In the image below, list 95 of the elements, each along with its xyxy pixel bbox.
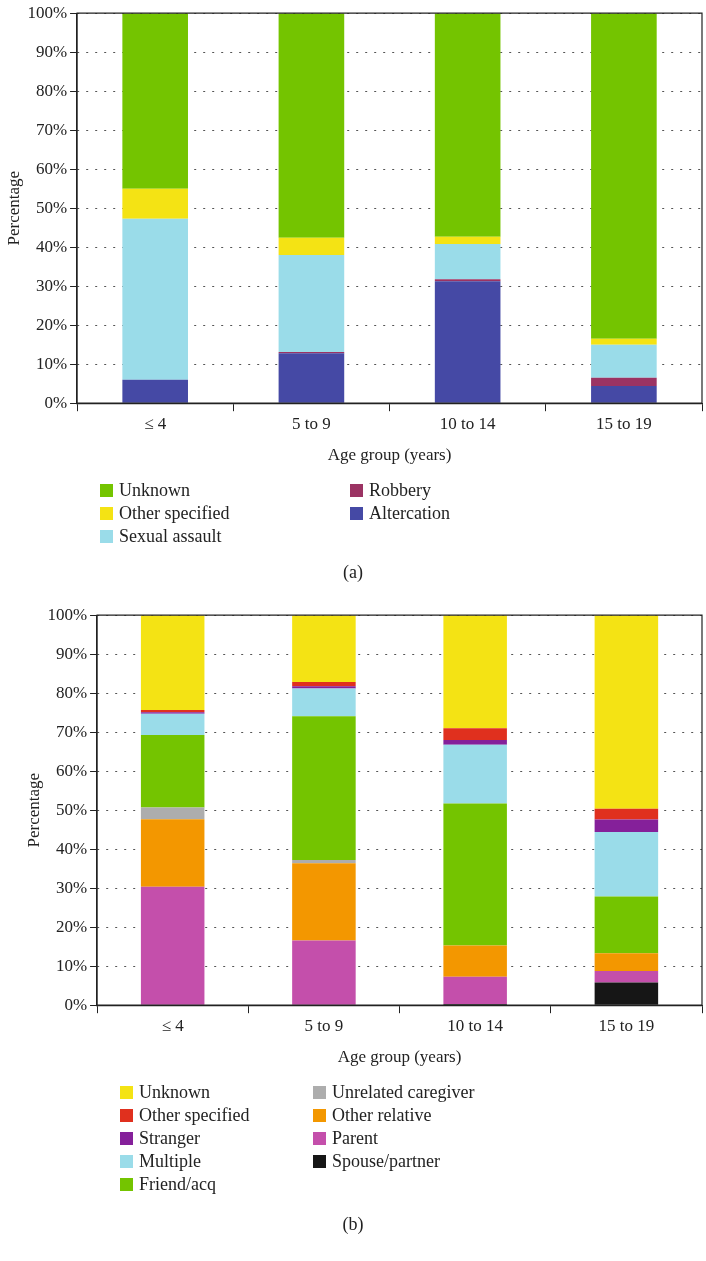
y-tick-label: 10% — [35, 353, 68, 373]
x-axis-title: Age group (years) — [337, 1047, 462, 1067]
bar — [140, 734, 205, 808]
bar — [292, 860, 356, 864]
bar — [591, 13, 657, 339]
bar — [443, 728, 507, 740]
bar — [443, 740, 507, 745]
y-tick-label: 10% — [55, 955, 88, 975]
bar — [278, 353, 345, 403]
y-tick-label: 50% — [55, 799, 88, 819]
bar — [443, 615, 507, 729]
text: (a) — [342, 562, 364, 584]
legend-label: Robbery — [369, 480, 431, 501]
bar — [594, 953, 659, 971]
y-tick-label: 70% — [35, 119, 68, 139]
y-tick-label: 100% — [47, 604, 88, 624]
x-tick-label: ≤ 4 — [144, 413, 167, 433]
y-tick-label: 60% — [35, 158, 68, 178]
legend-label: Other specified — [139, 1105, 250, 1126]
bar — [140, 713, 205, 735]
legend-label: Other relative — [332, 1105, 432, 1126]
text: (b) — [341, 1214, 365, 1236]
bar — [434, 236, 501, 245]
bar — [278, 237, 345, 255]
bar — [591, 344, 657, 378]
bar — [443, 744, 507, 804]
y-tick-label: 80% — [55, 682, 88, 702]
y-tick-label: 30% — [35, 275, 68, 295]
x-tick-label: 5 to 9 — [292, 413, 331, 433]
bar — [591, 386, 657, 403]
bar — [122, 218, 188, 380]
y-axis-title: Percentage — [3, 170, 23, 246]
bar — [278, 255, 345, 353]
legend-label: Altercation — [369, 503, 450, 524]
bar — [292, 686, 356, 689]
y-axis-title: Percentage — [23, 772, 43, 848]
bar — [434, 244, 501, 280]
bar — [140, 886, 205, 1005]
bar — [594, 615, 659, 809]
bar — [278, 13, 345, 238]
bar — [292, 681, 356, 687]
x-tick-label: 10 to 14 — [447, 1015, 504, 1035]
bar — [443, 803, 507, 946]
y-tick-label: 40% — [35, 236, 68, 256]
x-tick-label: ≤ 4 — [161, 1015, 185, 1035]
bar — [594, 896, 659, 954]
legend-label: Unrelated caregiver — [332, 1082, 475, 1103]
x-tick-label: 15 to 19 — [598, 1015, 655, 1035]
y-tick-label: 60% — [55, 760, 88, 780]
x-tick-label: 15 to 19 — [596, 413, 652, 433]
bar — [594, 808, 659, 820]
bar — [292, 863, 356, 941]
bar — [591, 338, 657, 345]
legend-label: Stranger — [139, 1128, 200, 1149]
bar — [140, 615, 205, 710]
y-tick-label: 50% — [35, 197, 68, 217]
bar — [292, 688, 356, 717]
legend-label: Spouse/partner — [332, 1151, 440, 1172]
y-tick-label: 20% — [55, 916, 88, 936]
bar — [122, 188, 188, 219]
y-tick-label: 30% — [55, 877, 88, 897]
y-tick-label: 80% — [35, 80, 68, 100]
legend-label: Parent — [332, 1128, 378, 1149]
bar — [292, 615, 356, 682]
y-tick-label: 40% — [55, 838, 88, 858]
y-tick-label: 90% — [55, 643, 88, 663]
y-tick-label: 100% — [27, 2, 68, 22]
x-axis-title: Age group (years) — [327, 445, 452, 465]
legend-label: Other specified — [119, 503, 230, 524]
y-tick-label: 0% — [64, 994, 88, 1014]
bar — [443, 945, 507, 977]
bar — [140, 819, 205, 887]
y-tick-label: 20% — [35, 314, 68, 334]
bar — [594, 819, 659, 833]
y-tick-label: 0% — [44, 392, 68, 412]
legend-label: Sexual assault — [119, 526, 222, 547]
bar — [443, 976, 507, 1005]
bar — [140, 807, 205, 820]
bar — [594, 970, 659, 983]
bar — [591, 377, 657, 387]
legend-label: Friend/acq — [139, 1174, 216, 1195]
bar — [434, 281, 501, 403]
legend-label: Multiple — [139, 1151, 201, 1172]
bar — [122, 13, 188, 189]
x-tick-label: 10 to 14 — [439, 413, 496, 433]
x-tick-label: 5 to 9 — [304, 1015, 344, 1035]
y-tick-label: 90% — [35, 41, 68, 61]
bar — [122, 379, 188, 403]
legend-label: Unknown — [139, 1082, 210, 1103]
legend-label: Unknown — [119, 480, 190, 501]
bar — [594, 832, 659, 897]
bar — [434, 13, 501, 237]
bar — [292, 716, 356, 861]
bar — [292, 940, 356, 1005]
y-tick-label: 70% — [55, 721, 88, 741]
